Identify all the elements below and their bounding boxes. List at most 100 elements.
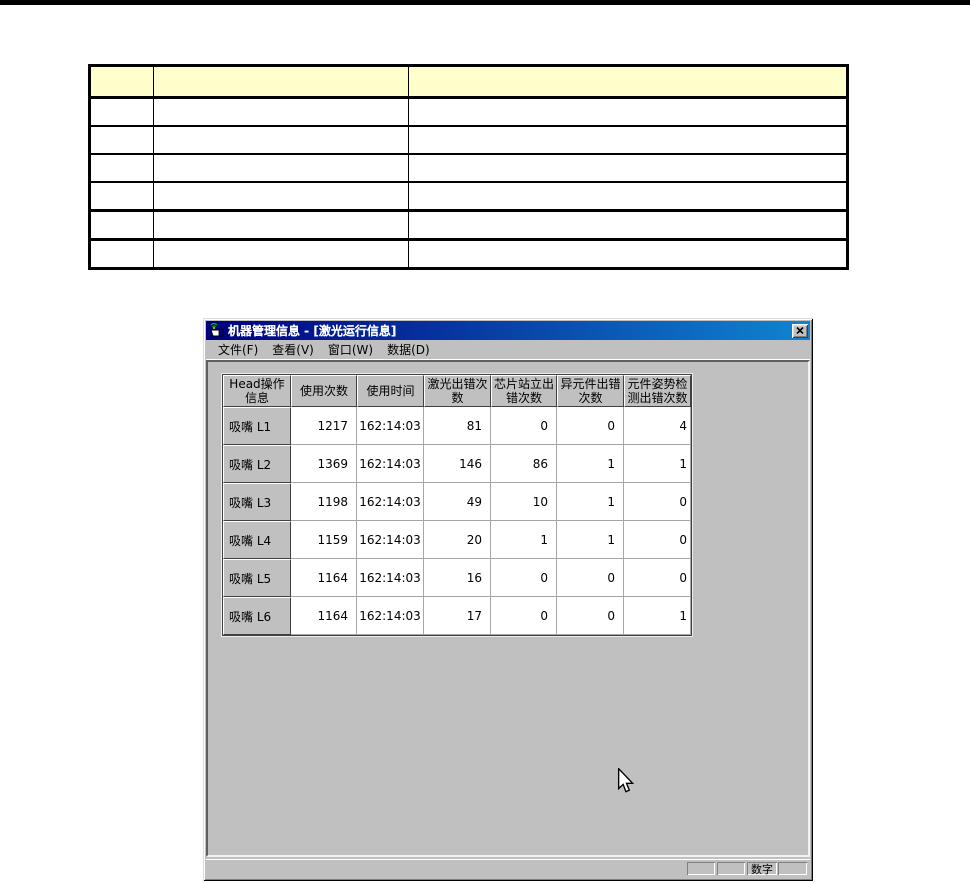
doc-table-cell	[89, 97, 154, 127]
grid-column-header-head-info[interactable]: Head操作信息	[223, 375, 291, 407]
doc-table-cell	[89, 182, 154, 212]
doc-table-cell	[89, 154, 154, 183]
menu-item-data[interactable]: 数据(D)	[387, 343, 430, 357]
grid-cell: 0	[624, 521, 691, 559]
num-lock-label: 数字	[751, 862, 773, 876]
grid-cell: 4	[624, 407, 691, 445]
grid-cell: 10	[491, 483, 557, 521]
grid-row-L5: 吸嘴 L5 1164 162:14:03 16 0 0 0	[223, 559, 691, 597]
grid-column-header-foreign-part-errors[interactable]: 异元件出错次数	[557, 375, 624, 407]
menubar: 文件(F) 查看(V) 窗口(W) 数据(D)	[206, 340, 810, 360]
document-table	[88, 64, 849, 270]
close-icon	[796, 327, 804, 334]
doc-table-cell	[153, 182, 409, 212]
doc-table-cell	[408, 210, 848, 241]
doc-table-header-cell	[153, 65, 409, 99]
menu-item-view[interactable]: 查看(V)	[272, 343, 314, 357]
grid-row-header-L3[interactable]: 吸嘴 L3	[223, 483, 291, 521]
grid-cell: 1217	[291, 407, 357, 445]
grid-column-header-posture-errors[interactable]: 元件姿势检测出错次数	[624, 375, 691, 407]
grid-row-header-L1[interactable]: 吸嘴 L1	[223, 407, 291, 445]
menu-item-file[interactable]: 文件(F)	[218, 343, 259, 357]
statusbar: 数字	[206, 859, 810, 878]
grid-cell: 1	[624, 445, 691, 483]
statusbar-panel	[778, 862, 807, 875]
grid-row-L6: 吸嘴 L6 1164 162:14:03 17 0 0 1	[223, 597, 691, 635]
grid-cell: 1	[557, 521, 624, 559]
grid-cell: 162:14:03	[357, 521, 424, 559]
grid-cell: 1	[557, 483, 624, 521]
grid-cell: 162:14:03	[357, 559, 424, 597]
grid-row-L4: 吸嘴 L4 1159 162:14:03 20 1 1 0	[223, 521, 691, 559]
grid-column-header-laser-errors[interactable]: 激光出错次数	[424, 375, 491, 407]
grid-cell: 162:14:03	[357, 407, 424, 445]
client-area: Head操作信息 使用次数 使用时间 激光出错次数 芯片站立出错次数 异元件出错…	[206, 360, 810, 857]
doc-table-cell	[153, 210, 409, 241]
statusbar-num-panel: 数字	[747, 862, 777, 876]
grid-row-header-L6[interactable]: 吸嘴 L6	[223, 597, 291, 635]
grid-row-header-L4[interactable]: 吸嘴 L4	[223, 521, 291, 559]
close-button[interactable]	[792, 323, 808, 338]
grid-cell: 17	[424, 597, 491, 635]
grid-cell: 81	[424, 407, 491, 445]
grid-cell: 1	[557, 445, 624, 483]
grid-cell: 1159	[291, 521, 357, 559]
grid-cell: 0	[557, 559, 624, 597]
doc-table-cell	[408, 97, 848, 127]
doc-table-row	[89, 239, 848, 269]
grid-cell: 86	[491, 445, 557, 483]
grid-cell: 0	[491, 597, 557, 635]
doc-table-cell	[408, 239, 848, 269]
grid-row-L1: 吸嘴 L1 1217 162:14:03 81 0 0 4	[223, 407, 691, 445]
menu-item-window[interactable]: 窗口(W)	[327, 343, 374, 357]
doc-table-header-cell	[89, 65, 154, 99]
grid-cell: 162:14:03	[357, 445, 424, 483]
doc-table-cell	[408, 182, 848, 212]
statusbar-panel	[687, 862, 715, 875]
doc-table-cell	[89, 239, 154, 269]
grid-row-header-L5[interactable]: 吸嘴 L5	[223, 559, 291, 597]
statusbar-panel	[717, 862, 745, 875]
mouse-cursor-icon	[617, 768, 634, 793]
grid-cell: 0	[491, 559, 557, 597]
page-top-rule	[0, 0, 970, 5]
grid-cell: 1164	[291, 597, 357, 635]
grid-cell: 0	[557, 597, 624, 635]
doc-table-row	[89, 182, 848, 212]
grid-column-header-usage-time[interactable]: 使用时间	[357, 375, 424, 407]
doc-table-row	[89, 210, 848, 241]
doc-table-cell	[89, 210, 154, 241]
grid-cell: 0	[491, 407, 557, 445]
grid-cell: 1369	[291, 445, 357, 483]
grid-cell: 1	[491, 521, 557, 559]
grid-cell: 0	[624, 559, 691, 597]
doc-table-header-row	[89, 65, 848, 99]
grid-cell: 146	[424, 445, 491, 483]
grid-column-header-chip-stand-errors[interactable]: 芯片站立出错次数	[491, 375, 557, 407]
doc-table-row	[89, 154, 848, 183]
grid-cell: 16	[424, 559, 491, 597]
doc-table-cell	[153, 239, 409, 269]
doc-table-cell	[153, 154, 409, 183]
grid-cell: 162:14:03	[357, 483, 424, 521]
grid-cell: 1198	[291, 483, 357, 521]
grid-row-header-L2[interactable]: 吸嘴 L2	[223, 445, 291, 483]
grid-row-L2: 吸嘴 L2 1369 162:14:03 146 86 1 1	[223, 445, 691, 483]
app-window: 机器管理信息 - [激光运行信息] 文件(F) 查看(V) 窗口(W) 数据(D…	[203, 318, 813, 881]
doc-table-cell	[89, 126, 154, 155]
titlebar: 机器管理信息 - [激光运行信息]	[206, 321, 810, 340]
grid-cell: 1	[624, 597, 691, 635]
doc-table-cell	[153, 126, 409, 155]
grid-cell: 1164	[291, 559, 357, 597]
grid-row-L3: 吸嘴 L3 1198 162:14:03 49 10 1 0	[223, 483, 691, 521]
grid-cell: 0	[624, 483, 691, 521]
doc-table-cell	[408, 154, 848, 183]
grid-column-header-usage-count[interactable]: 使用次数	[291, 375, 357, 407]
doc-table-header-cell	[408, 65, 848, 99]
grid-cell: 20	[424, 521, 491, 559]
grid-cell: 49	[424, 483, 491, 521]
doc-table-cell	[408, 126, 848, 155]
window-title: 机器管理信息 - [激光运行信息]	[228, 324, 397, 338]
grid-header-row: Head操作信息 使用次数 使用时间 激光出错次数 芯片站立出错次数 异元件出错…	[223, 375, 691, 407]
doc-table-row	[89, 126, 848, 155]
